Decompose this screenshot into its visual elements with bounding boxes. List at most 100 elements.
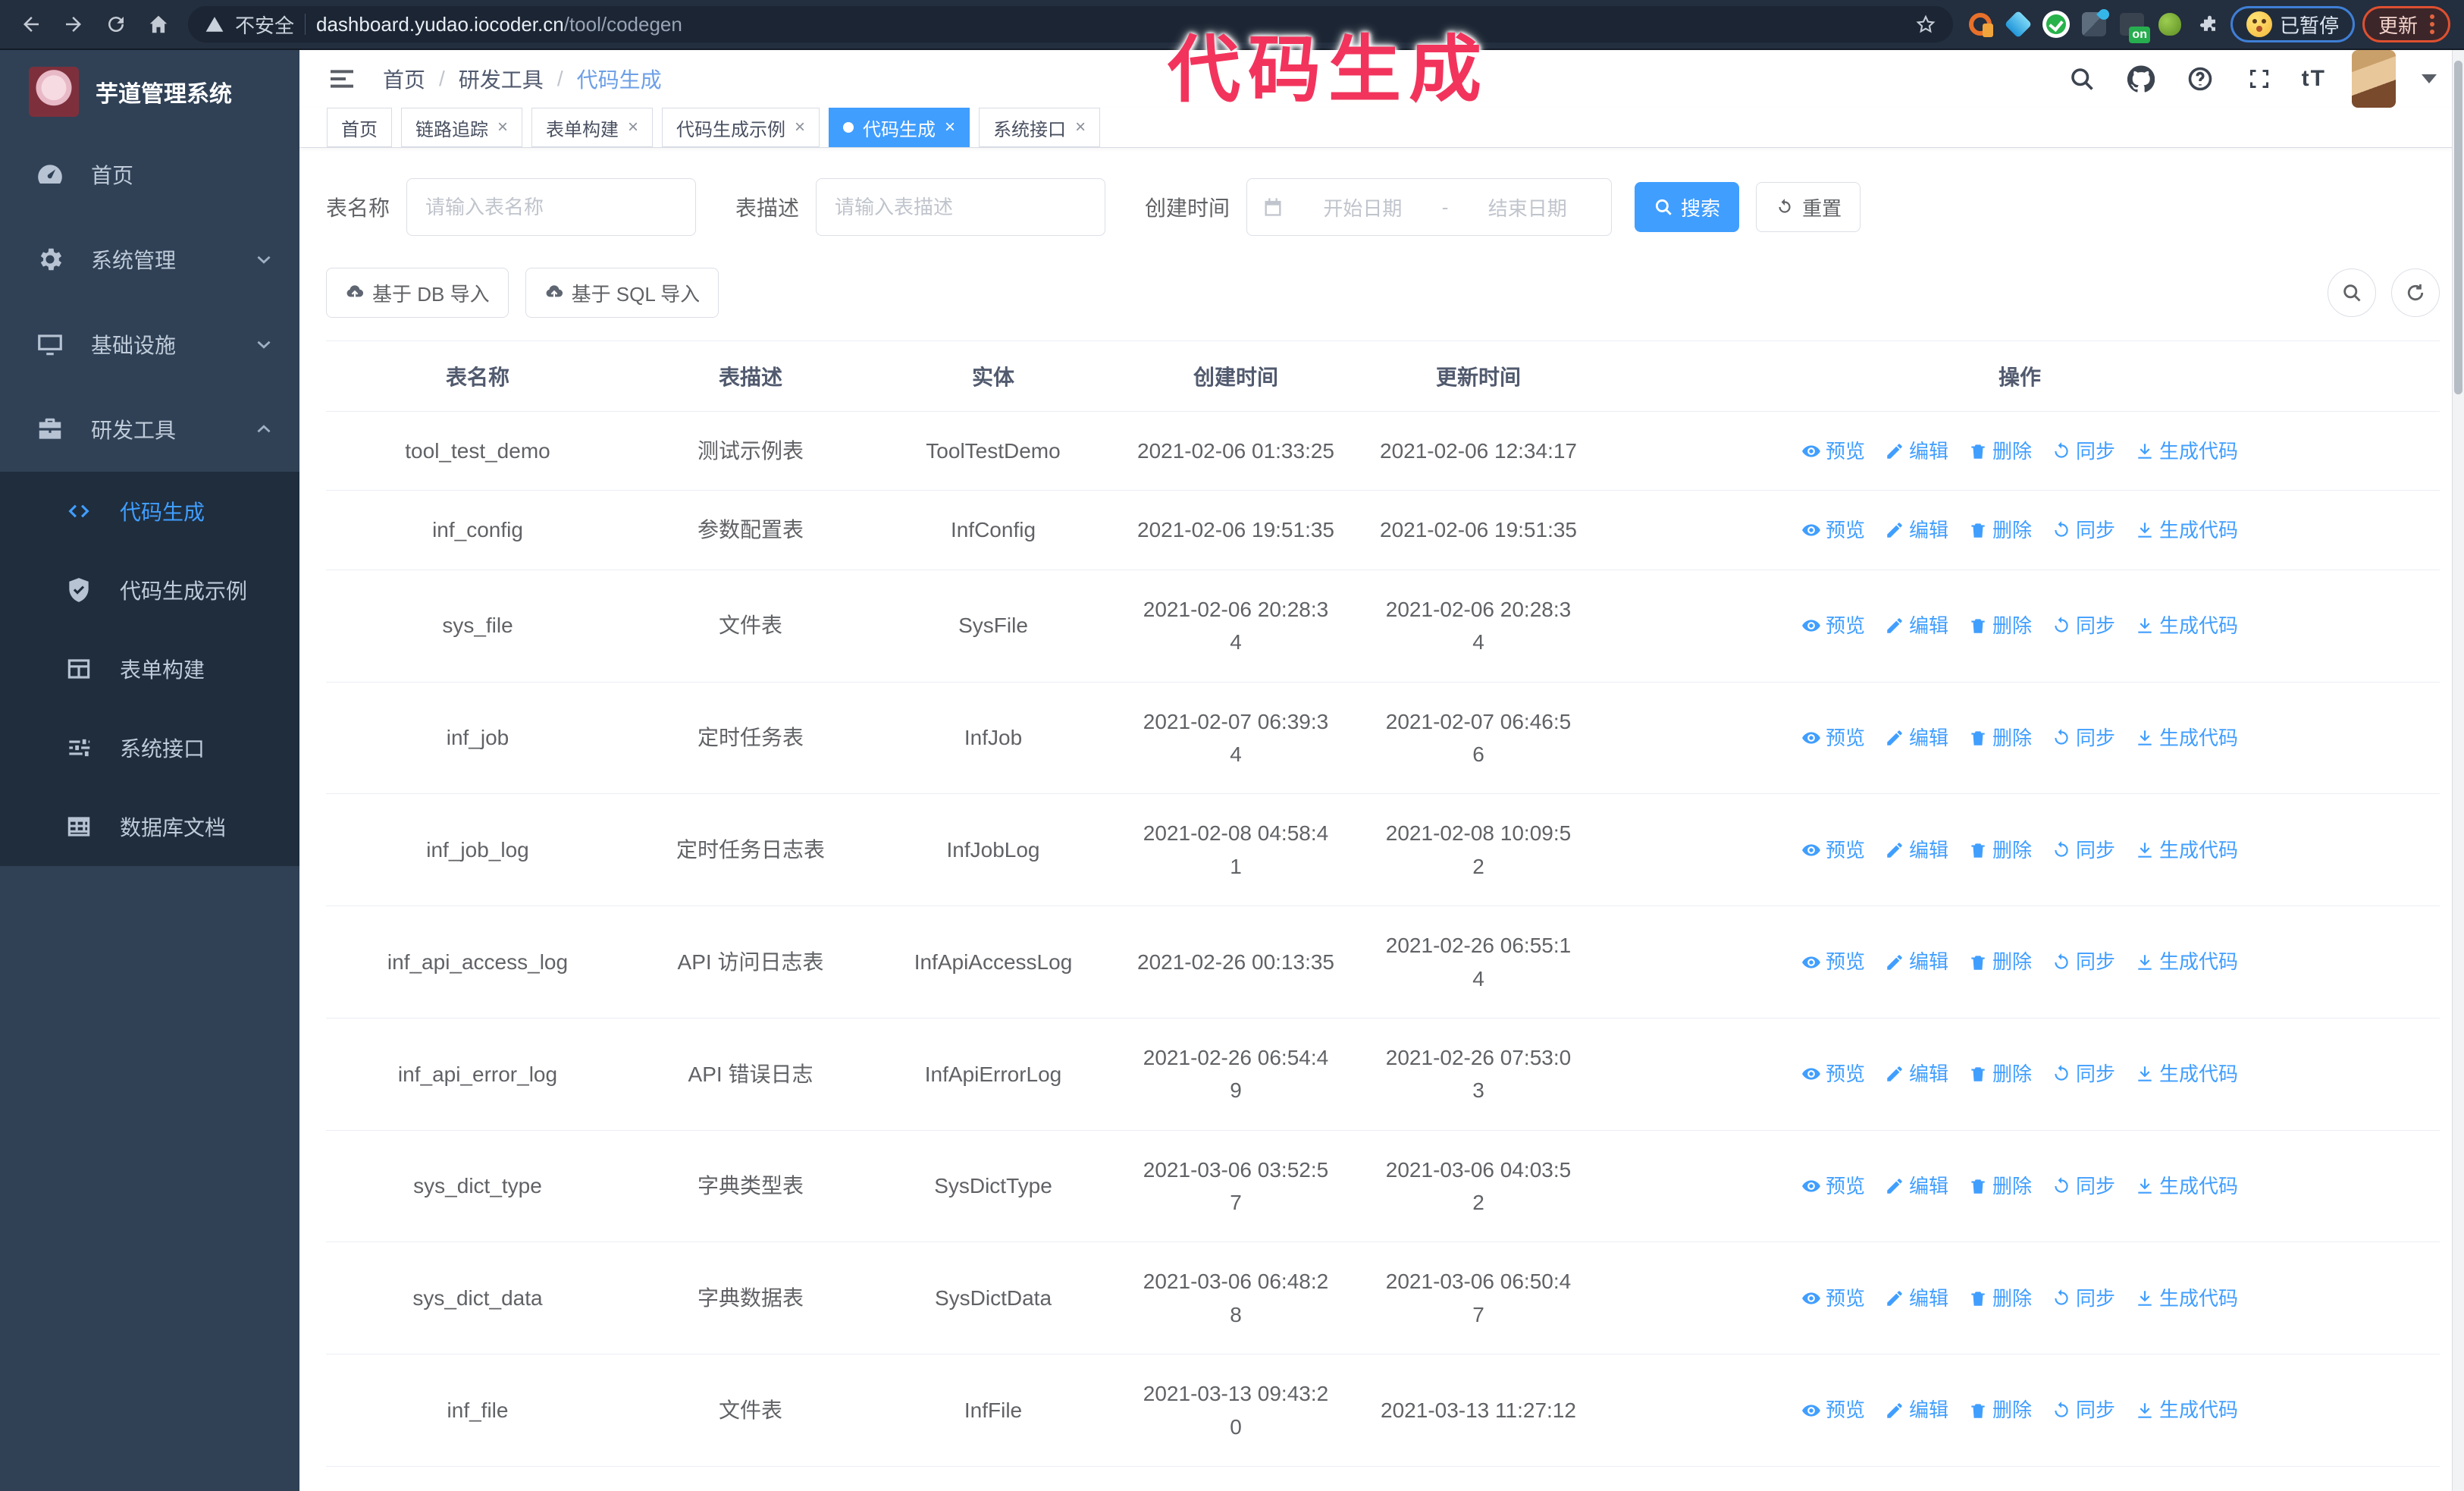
edit-link[interactable]: 编辑: [1885, 1283, 1948, 1314]
address-bar[interactable]: 不安全 dashboard.yudao.iocoder.cn/tool/code…: [188, 6, 1953, 42]
preview-link[interactable]: 预览: [1801, 1395, 1865, 1425]
preview-link[interactable]: 预览: [1801, 1283, 1865, 1314]
generate-code-link[interactable]: 生成代码: [2135, 723, 2238, 753]
delete-link[interactable]: 删除: [1968, 515, 2032, 545]
orange-extension-icon[interactable]: [1965, 9, 1995, 39]
scrollbar[interactable]: [2452, 50, 2464, 1491]
forward-icon[interactable]: [56, 7, 91, 42]
preview-link[interactable]: 预览: [1801, 436, 1865, 466]
delete-link[interactable]: 删除: [1968, 946, 2032, 977]
sidebar-subitem-1[interactable]: 代码生成示例: [0, 551, 299, 629]
sidebar-subitem-2[interactable]: 表单构建: [0, 629, 299, 708]
sync-link[interactable]: 同步: [2052, 436, 2115, 466]
update-browser-button[interactable]: 更新: [2362, 6, 2450, 42]
close-icon[interactable]: ×: [497, 117, 509, 137]
preview-link[interactable]: 预览: [1801, 1059, 1865, 1089]
breadcrumb-home[interactable]: 首页: [383, 68, 426, 92]
date-range-picker[interactable]: 开始日期 - 结束日期: [1246, 178, 1613, 236]
sidebar-subitem-4[interactable]: 数据库文档: [0, 787, 299, 866]
sync-link[interactable]: 同步: [2052, 1395, 2115, 1425]
search-toggle-icon[interactable]: [2328, 268, 2376, 317]
generate-code-link[interactable]: 生成代码: [2135, 1059, 2238, 1089]
tab-0[interactable]: 首页: [327, 108, 392, 147]
sync-link[interactable]: 同步: [2052, 1059, 2115, 1089]
preview-link[interactable]: 预览: [1801, 515, 1865, 545]
reset-button[interactable]: 重置: [1756, 182, 1861, 232]
edit-link[interactable]: 编辑: [1885, 515, 1948, 545]
delete-link[interactable]: 删除: [1968, 1171, 2032, 1201]
preview-link[interactable]: 预览: [1801, 835, 1865, 865]
github-icon[interactable]: [2124, 62, 2158, 96]
edit-link[interactable]: 编辑: [1885, 946, 1948, 977]
delete-link[interactable]: 删除: [1968, 1283, 2032, 1314]
edit-link[interactable]: 编辑: [1885, 1059, 1948, 1089]
preview-link[interactable]: 预览: [1801, 723, 1865, 753]
generate-code-link[interactable]: 生成代码: [2135, 946, 2238, 977]
import-sql-button[interactable]: 基于 SQL 导入: [525, 268, 719, 318]
refresh-icon[interactable]: [2391, 268, 2440, 317]
close-icon[interactable]: ×: [795, 117, 806, 137]
close-icon[interactable]: ×: [1075, 117, 1086, 137]
sidebar-item-1[interactable]: 系统管理: [0, 217, 299, 302]
help-icon[interactable]: [2183, 62, 2217, 96]
search-button[interactable]: 搜索: [1635, 182, 1740, 232]
font-size-icon[interactable]: tT: [2301, 66, 2326, 91]
sync-link[interactable]: 同步: [2052, 946, 2115, 977]
green-check-extension-icon[interactable]: [2041, 9, 2071, 39]
edit-link[interactable]: 编辑: [1885, 436, 1948, 466]
sync-link[interactable]: 同步: [2052, 1283, 2115, 1314]
sync-link[interactable]: 同步: [2052, 835, 2115, 865]
on-badge-extension-icon[interactable]: [2117, 9, 2150, 43]
sidebar-item-3[interactable]: 研发工具: [0, 387, 299, 472]
edit-link[interactable]: 编辑: [1885, 835, 1948, 865]
edit-link[interactable]: 编辑: [1885, 611, 1948, 641]
preview-link[interactable]: 预览: [1801, 946, 1865, 977]
sidebar-item-0[interactable]: 首页: [0, 132, 299, 217]
preview-link[interactable]: 预览: [1801, 1171, 1865, 1201]
search-icon[interactable]: [2065, 62, 2099, 96]
generate-code-link[interactable]: 生成代码: [2135, 835, 2238, 865]
table-desc-input[interactable]: [816, 178, 1106, 236]
generate-code-link[interactable]: 生成代码: [2135, 1283, 2238, 1314]
delete-link[interactable]: 删除: [1968, 611, 2032, 641]
generate-code-link[interactable]: 生成代码: [2135, 515, 2238, 545]
star-icon[interactable]: [1915, 14, 1936, 35]
grid-extension-icon[interactable]: [2079, 9, 2109, 39]
sync-link[interactable]: 同步: [2052, 515, 2115, 545]
generate-code-link[interactable]: 生成代码: [2135, 611, 2238, 641]
sidebar-subitem-3[interactable]: 系统接口: [0, 708, 299, 787]
beetle-extension-icon[interactable]: [2155, 9, 2185, 39]
delete-link[interactable]: 删除: [1968, 723, 2032, 753]
delete-link[interactable]: 删除: [1968, 835, 2032, 865]
preview-link[interactable]: 预览: [1801, 611, 1865, 641]
delete-link[interactable]: 删除: [1968, 1059, 2032, 1089]
tab-2[interactable]: 表单构建 ×: [531, 108, 654, 147]
back-icon[interactable]: [14, 7, 49, 42]
tab-3[interactable]: 代码生成示例 ×: [662, 108, 820, 147]
edit-link[interactable]: 编辑: [1885, 723, 1948, 753]
generate-code-link[interactable]: 生成代码: [2135, 1395, 2238, 1425]
delete-link[interactable]: 删除: [1968, 1395, 2032, 1425]
avatar[interactable]: [2352, 50, 2396, 108]
gem-extension-icon[interactable]: [2003, 9, 2033, 39]
paused-extension-badge[interactable]: 已暂停: [2230, 6, 2355, 42]
home-icon[interactable]: [141, 7, 176, 42]
tab-4[interactable]: 代码生成 ×: [829, 108, 970, 147]
import-db-button[interactable]: 基于 DB 导入: [326, 268, 509, 318]
generate-code-link[interactable]: 生成代码: [2135, 1171, 2238, 1201]
sync-link[interactable]: 同步: [2052, 1171, 2115, 1201]
tab-5[interactable]: 系统接口 ×: [979, 108, 1101, 147]
close-icon[interactable]: ×: [628, 117, 639, 137]
breadcrumb-tools[interactable]: 研发工具: [458, 68, 544, 92]
puzzle-extension-icon[interactable]: [2193, 9, 2223, 39]
reload-icon[interactable]: [99, 7, 133, 42]
sidebar-item-2[interactable]: 基础设施: [0, 302, 299, 387]
delete-link[interactable]: 删除: [1968, 436, 2032, 466]
hamburger-icon[interactable]: [327, 64, 357, 94]
edit-link[interactable]: 编辑: [1885, 1395, 1948, 1425]
close-icon[interactable]: ×: [945, 117, 956, 137]
chevron-down-icon[interactable]: [2422, 74, 2437, 83]
scrollbar-thumb[interactable]: [2454, 61, 2462, 394]
tab-1[interactable]: 链路追踪 ×: [401, 108, 523, 147]
browser-menu-icon[interactable]: [2430, 14, 2434, 34]
